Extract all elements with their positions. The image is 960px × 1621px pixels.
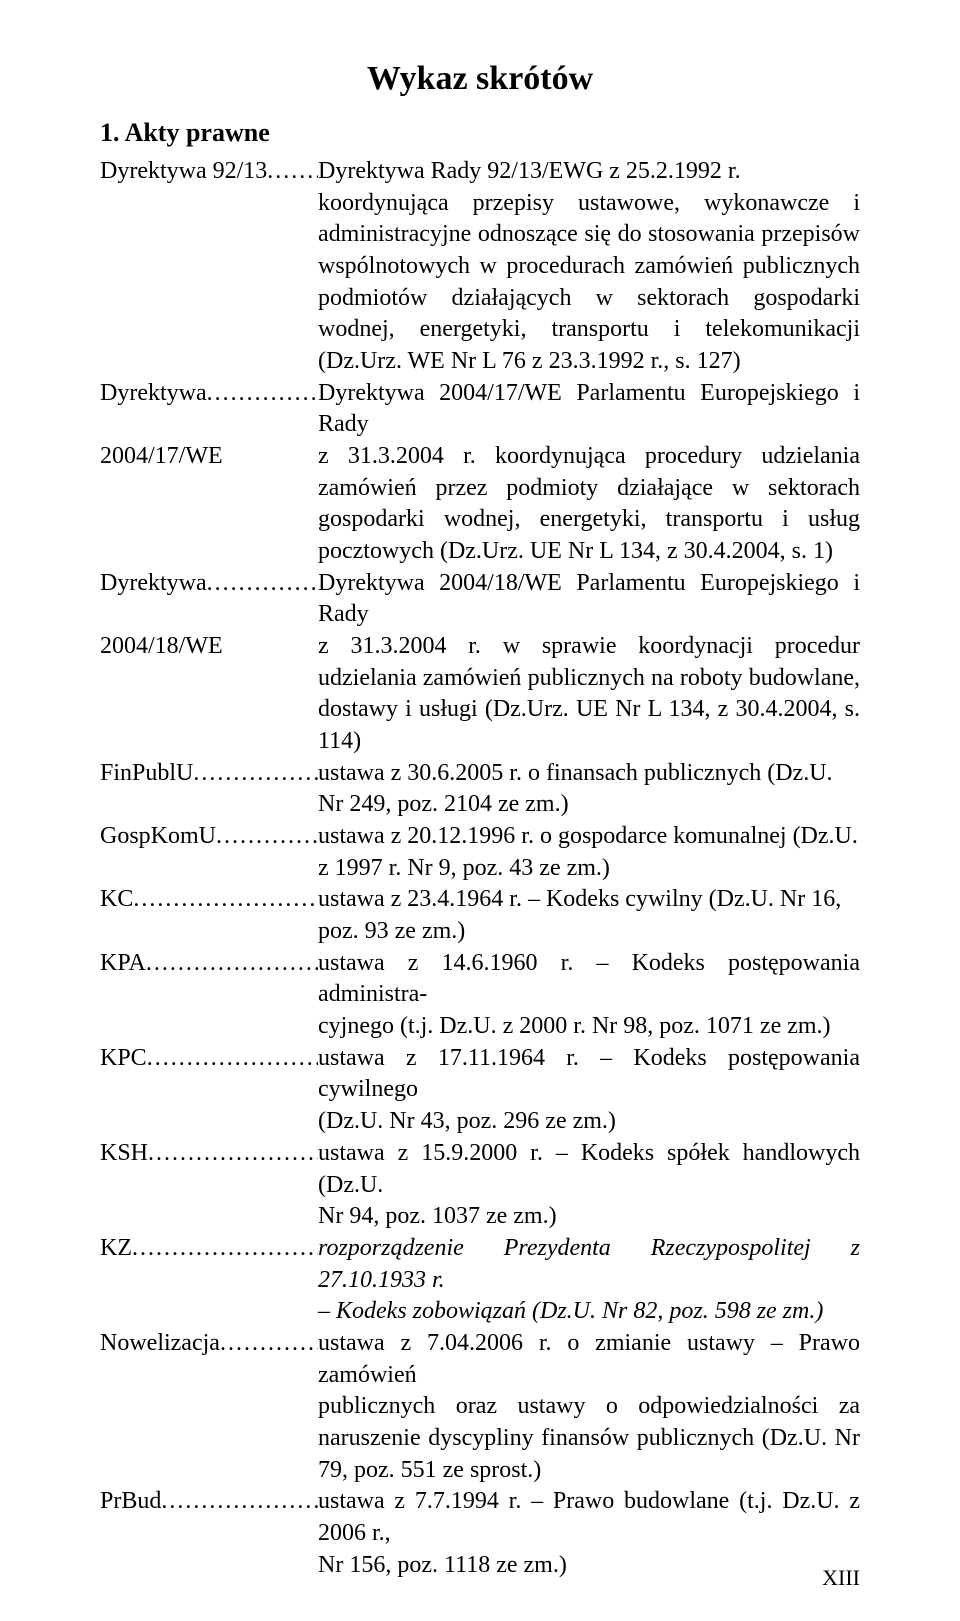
abbrev-entry: Nowelizacja.............................… — [100, 1328, 860, 1391]
dot-leader: ........................................ — [193, 758, 318, 790]
term-col: KPC.....................................… — [100, 1043, 318, 1075]
abbrev-definition: Dyrektywa Rady 92/13/EWG z 25.2.1992 r. — [318, 156, 860, 188]
abbrev-term: 2004/18/WE — [100, 631, 223, 663]
term-col: FinPublU................................… — [100, 758, 318, 790]
abbrev-entry: 2004/17/WE z 31.3.2004 r. koordynująca p… — [100, 441, 860, 568]
abbrev-definition: z 31.3.2004 r. koordynująca procedury ud… — [318, 441, 860, 568]
dot-leader: ........................................ — [207, 378, 318, 410]
abbrev-term: KC — [100, 884, 133, 916]
abbrev-definition-cont: poz. 93 ze zm.) — [318, 916, 860, 948]
abbrev-entry: KC......................................… — [100, 884, 860, 916]
abbrev-definition-cont: cyjnego (t.j. Dz.U. z 2000 r. Nr 98, poz… — [318, 1011, 860, 1043]
abbrev-term: Nowelizacja — [100, 1328, 220, 1360]
abbrev-term: Dyrektywa — [100, 568, 207, 600]
page-title: Wykaz skrótów — [100, 60, 860, 98]
page-number: XIII — [822, 1565, 860, 1591]
abbrev-definition: ustawa z 30.6.2005 r. o finansach public… — [318, 758, 860, 790]
abbrev-definition: z 31.3.2004 r. w sprawie koordynacji pro… — [318, 631, 860, 758]
abbrev-definition: Dyrektywa 2004/18/WE Parlamentu Europejs… — [318, 568, 860, 631]
abbrev-definition: ustawa z 23.4.1964 r. – Kodeks cywilny (… — [318, 884, 860, 916]
dot-leader: ........................................ — [220, 1328, 318, 1360]
term-col: KPA.....................................… — [100, 948, 318, 980]
term-col: Dyrektywa...............................… — [100, 378, 318, 410]
term-col: Dyrektywa 92/13.........................… — [100, 156, 318, 188]
term-col: 2004/17/WE — [100, 441, 318, 473]
abbrev-definition: ustawa z 20.12.1996 r. o gospodarce komu… — [318, 821, 860, 853]
term-col: Nowelizacja.............................… — [100, 1328, 318, 1360]
dot-leader: ........................................ — [148, 1138, 318, 1170]
abbreviation-list: Dyrektywa 92/13.........................… — [100, 156, 860, 1581]
abbrev-definition-cont: z 1997 r. Nr 9, poz. 43 ze zm.) — [318, 853, 860, 885]
abbrev-entry: KPC.....................................… — [100, 1043, 860, 1106]
dot-leader: ........................................ — [133, 884, 318, 916]
abbrev-definition-cont: koordynująca przepisy ustawowe, wykonawc… — [318, 188, 860, 378]
abbrev-entry: FinPublU................................… — [100, 758, 860, 790]
term-col: 2004/18/WE — [100, 631, 318, 663]
abbrev-definition: Dyrektywa 2004/17/WE Parlamentu Europejs… — [318, 378, 860, 441]
abbrev-entry: Dyrektywa...............................… — [100, 378, 860, 441]
abbrev-definition-cont: – Kodeks zobowiązań (Dz.U. Nr 82, poz. 5… — [318, 1296, 860, 1328]
abbrev-term: Dyrektywa — [100, 378, 207, 410]
term-col: KC......................................… — [100, 884, 318, 916]
dot-leader: ........................................ — [146, 948, 318, 980]
abbrev-entry: GospKomU................................… — [100, 821, 860, 853]
abbrev-definition-cont: Nr 249, poz. 2104 ze zm.) — [318, 789, 860, 821]
term-col: PrBud...................................… — [100, 1486, 318, 1518]
abbrev-definition: rozporządzenie Prezydenta Rzeczypospolit… — [318, 1233, 860, 1296]
abbrev-term: GospKomU — [100, 821, 216, 853]
dot-leader: ........................................ — [147, 1043, 318, 1075]
abbrev-definition-cont: publicznych oraz ustawy o odpowiedzialno… — [318, 1391, 860, 1486]
dot-leader: ........................................ — [132, 1233, 318, 1265]
abbrev-term: KPA — [100, 948, 146, 980]
abbrev-entry: 2004/18/WE z 31.3.2004 r. w sprawie koor… — [100, 631, 860, 758]
abbrev-entry: PrBud...................................… — [100, 1486, 860, 1549]
abbrev-entry: Dyrektywa...............................… — [100, 568, 860, 631]
abbrev-definition: ustawa z 7.7.1994 r. – Prawo budowlane (… — [318, 1486, 860, 1549]
abbrev-term: PrBud — [100, 1486, 161, 1518]
page: Wykaz skrótów 1. Akty prawne Dyrektywa 9… — [0, 0, 960, 1621]
abbrev-term: KPC — [100, 1043, 147, 1075]
abbrev-entry: KSH.....................................… — [100, 1138, 860, 1201]
abbrev-definition-cont: (Dz.U. Nr 43, poz. 296 ze zm.) — [318, 1106, 860, 1138]
abbrev-definition: ustawa z 17.11.1964 r. – Kodeks postępow… — [318, 1043, 860, 1106]
abbrev-definition: ustawa z 14.6.1960 r. – Kodeks postępowa… — [318, 948, 860, 1011]
dot-leader: ........................................ — [207, 568, 318, 600]
section-heading: 1. Akty prawne — [100, 118, 860, 148]
abbrev-term: Dyrektywa 92/13 — [100, 156, 267, 188]
abbrev-entry: KZ......................................… — [100, 1233, 860, 1296]
abbrev-entry: Dyrektywa 92/13.........................… — [100, 156, 860, 188]
abbrev-definition: ustawa z 15.9.2000 r. – Kodeks spółek ha… — [318, 1138, 860, 1201]
term-col: KSH.....................................… — [100, 1138, 318, 1170]
term-col: Dyrektywa...............................… — [100, 568, 318, 600]
abbrev-definition-cont: Nr 156, poz. 1118 ze zm.) — [318, 1550, 860, 1582]
abbrev-term: KSH — [100, 1138, 148, 1170]
term-col: KZ......................................… — [100, 1233, 318, 1265]
abbrev-term: KZ — [100, 1233, 132, 1265]
abbrev-definition: ustawa z 7.04.2006 r. o zmianie ustawy –… — [318, 1328, 860, 1391]
term-col: GospKomU................................… — [100, 821, 318, 853]
abbrev-term: FinPublU — [100, 758, 193, 790]
dot-leader: ........................................ — [216, 821, 318, 853]
abbrev-definition-cont: Nr 94, poz. 1037 ze zm.) — [318, 1201, 860, 1233]
abbrev-term: 2004/17/WE — [100, 441, 223, 473]
dot-leader: ........................................ — [161, 1486, 318, 1518]
dot-leader: ........................................ — [267, 156, 318, 188]
abbrev-entry: KPA.....................................… — [100, 948, 860, 1011]
